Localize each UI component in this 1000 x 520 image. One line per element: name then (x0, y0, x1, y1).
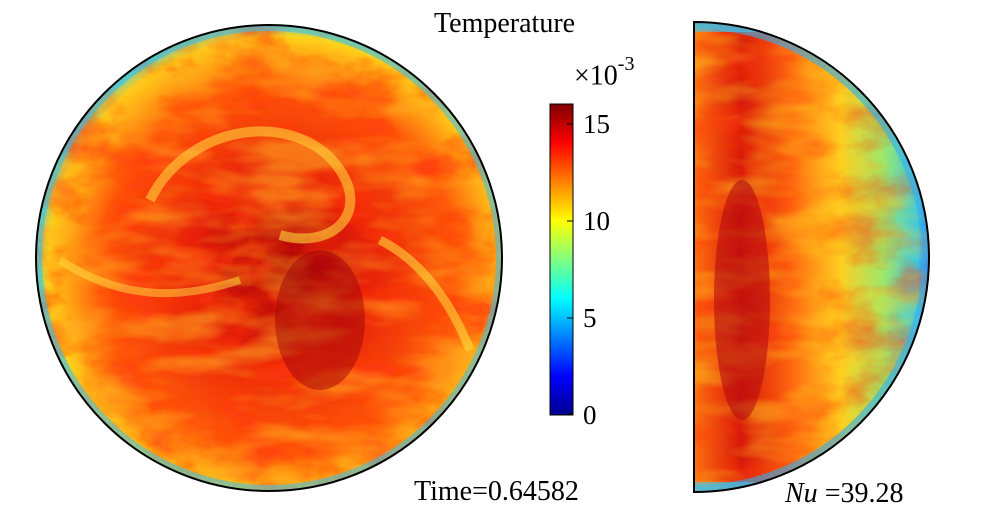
colorbar (549, 103, 574, 416)
vertical-cross-section (694, 22, 929, 492)
right-panel-outline (693, 20, 930, 494)
horizontal-cross-section (36, 25, 502, 491)
colorbar-multiplier: ×10-3 (574, 53, 635, 92)
colorbar-tick-label: 10 (583, 206, 610, 236)
nusselt-annotation: Nu =39.28 (785, 478, 904, 509)
left-panel-outline (35, 24, 503, 492)
colorbar-tick-label: 15 (583, 109, 610, 139)
colorbar-tick-label: 5 (583, 303, 597, 333)
colorbar-tick-label: 0 (583, 400, 597, 430)
time-annotation: Time=0.64582 (414, 476, 579, 507)
colorbar-title: Temperature (434, 8, 576, 39)
